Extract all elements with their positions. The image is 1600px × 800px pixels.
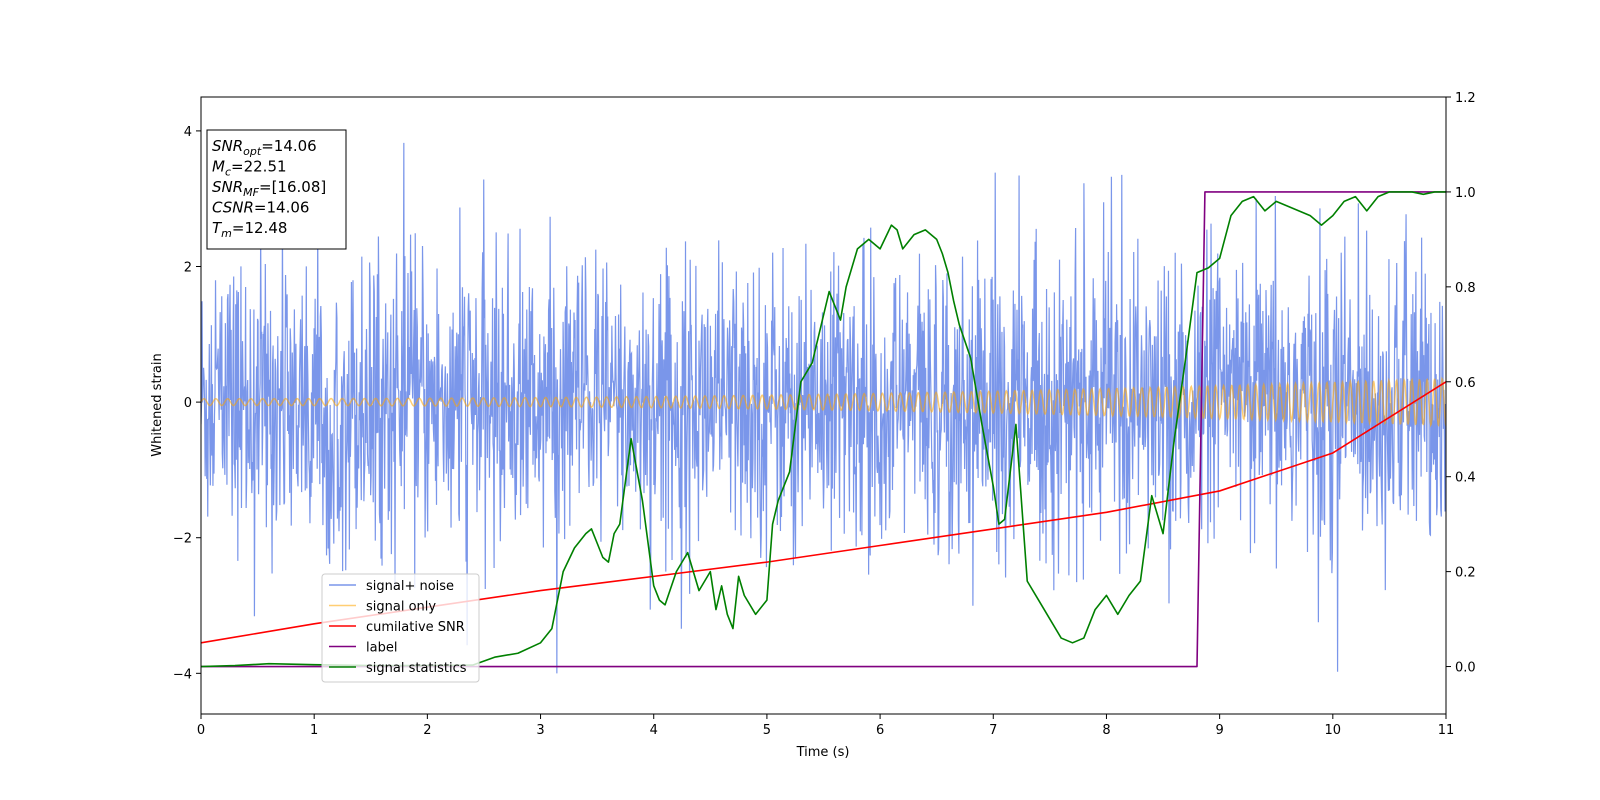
annotation-frame	[206, 129, 347, 250]
stats-annotation-box: SNRopt=14.06Mc=22.51SNRMF=[16.08]CSNR=14…	[206, 129, 347, 250]
annotation-line: SNRMF=[16.08]	[212, 178, 326, 199]
y2-tick-label: 0.8	[1455, 281, 1476, 296]
annotation-line: SNRopt=14.06	[212, 137, 317, 158]
legend-entry: signal only	[366, 600, 436, 615]
x-tick-label: 0	[197, 723, 205, 738]
series-signal-statistics	[201, 191, 1446, 668]
y2-tick-label: 0.0	[1455, 661, 1476, 676]
annotation-line: Tm=12.48	[212, 219, 287, 240]
x-tick-label: 7	[989, 723, 997, 738]
x-axis: 0 1 2 3 4 5 6 7 8 9 10 11	[197, 714, 1454, 738]
y2-tick-label: 0.2	[1455, 566, 1476, 581]
x-tick-label: 3	[536, 723, 544, 738]
legend-entry: cumilative SNR	[366, 620, 465, 635]
legend-entry: label	[366, 641, 397, 656]
y2-tick-label: 0.6	[1455, 376, 1476, 391]
legend-entry: signal statistics	[366, 661, 467, 676]
x-tick-label: 8	[1102, 723, 1110, 738]
x-tick-label: 2	[423, 723, 431, 738]
x-tick-label: 4	[650, 723, 658, 738]
series-signal-only	[201, 376, 1446, 428]
x-tick-label: 1	[310, 723, 318, 738]
legend-frame	[321, 573, 480, 683]
y-tick-label: 0	[184, 396, 192, 411]
x-tick-label: 5	[763, 723, 771, 738]
series-label	[201, 191, 1446, 668]
y2-tick-label: 1.0	[1455, 186, 1476, 201]
y-tick-label: −4	[173, 667, 192, 682]
y-axis-right: 0.0 0.2 0.4 0.6 0.8 1.0 1.2	[1446, 91, 1476, 676]
y-tick-label: 2	[184, 261, 192, 276]
y-axis-label: Whitened strain	[150, 353, 165, 456]
legend: signal+ noise signal only cumilative SNR la…	[321, 573, 480, 683]
x-tick-label: 9	[1215, 723, 1223, 738]
legend-entry: signal+ noise	[366, 579, 454, 594]
y2-tick-label: 0.4	[1455, 471, 1476, 486]
y2-tick-label: 1.2	[1455, 91, 1476, 106]
x-axis-label: Time (s)	[796, 745, 850, 760]
x-tick-label: 6	[876, 723, 884, 738]
annotation-line: Mc=22.51	[212, 158, 287, 179]
y-axis-left: −4 −2 0 2 4	[173, 125, 201, 682]
plot-frame	[200, 96, 1447, 715]
y-tick-label: −2	[173, 532, 192, 547]
x-tick-label: 10	[1325, 723, 1342, 738]
annotation-line: CSNR=14.06	[212, 199, 309, 217]
y-tick-label: 4	[184, 125, 192, 140]
x-tick-label: 11	[1438, 723, 1455, 738]
